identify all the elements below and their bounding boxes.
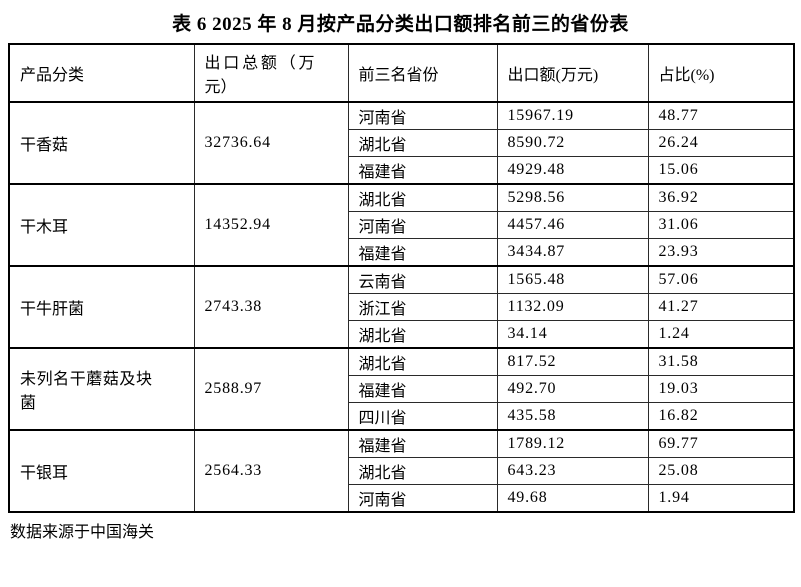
export-value-cell: 1132.09 <box>496 293 649 321</box>
province-cell: 湖北省 <box>347 320 498 349</box>
province-cell: 四川省 <box>347 402 498 431</box>
category-cell: 干银耳 <box>8 429 195 513</box>
table-row: 河南省 49.68 1.94 <box>9 484 795 513</box>
export-value-cell: 643.23 <box>496 457 649 485</box>
table-row: 湖北省 8590.72 26.24 <box>9 129 795 157</box>
province-cell: 河南省 <box>347 101 498 130</box>
category-cell-label: 干香菇 <box>20 137 69 154</box>
total-export-cell: 32736.64 <box>193 101 349 185</box>
header-total-export: 出口总额（万元） <box>193 43 349 103</box>
export-value-cell: 5298.56 <box>496 183 649 212</box>
table-row: 湖北省 643.23 25.08 <box>9 457 795 485</box>
province-cell: 河南省 <box>347 211 498 239</box>
province-cell: 福建省 <box>347 238 498 267</box>
province-cell: 福建省 <box>347 429 498 458</box>
table-row: 河南省 4457.46 31.06 <box>9 211 795 239</box>
table-title: 表 6 2025 年 8 月按产品分类出口额排名前三的省份表 <box>172 14 629 35</box>
province-cell: 湖北省 <box>347 129 498 157</box>
export-value-cell: 435.58 <box>496 402 649 431</box>
province-cell: 浙江省 <box>347 293 498 321</box>
category-cell: 未列名干蘑菇及块菌 <box>8 347 195 431</box>
category-cell: 干牛肝菌 <box>8 265 195 349</box>
table-row: 湖北省 34.14 1.24 <box>9 320 795 349</box>
export-value-cell: 8590.72 <box>496 129 649 157</box>
category-cell: 干木耳 <box>8 183 195 267</box>
share-cell: 31.58 <box>647 347 795 376</box>
export-value-cell: 4929.48 <box>496 156 649 185</box>
category-cell-label: 干银耳 <box>20 465 69 482</box>
header-product-category: 产品分类 <box>8 43 195 103</box>
share-cell: 48.77 <box>647 101 795 130</box>
share-cell: 15.06 <box>647 156 795 185</box>
table-row: 干牛肝菌 2743.38 云南省 1565.48 57.06 <box>8 265 795 349</box>
province-cell: 湖北省 <box>347 183 498 212</box>
table-row: 四川省 435.58 16.82 <box>9 402 795 431</box>
province-cell: 福建省 <box>347 156 498 185</box>
table-body: 干香菇 32736.64 河南省 15967.19 48.77 湖北省 8590.72 26.… <box>8 101 795 513</box>
table-row: 福建省 3434.87 23.93 <box>9 238 795 267</box>
province-cell: 河南省 <box>347 484 498 513</box>
export-value-cell: 817.52 <box>496 347 649 376</box>
share-cell: 1.24 <box>647 320 795 349</box>
export-value-cell: 15967.19 <box>496 101 649 130</box>
export-value-cell: 1789.12 <box>496 429 649 458</box>
total-export-cell: 14352.94 <box>193 183 349 267</box>
share-cell: 25.08 <box>647 457 795 485</box>
export-value-cell: 1565.48 <box>496 265 649 294</box>
table-header: 产品分类 出口总额（万元） 前三名省份 出口额(万元) 占比(%) <box>8 43 795 103</box>
category-cell-label: 干牛肝菌 <box>20 301 85 318</box>
category-cell-label: 未列名干蘑菇及块菌 <box>20 371 152 412</box>
category-cell: 干香菇 <box>8 101 195 185</box>
table-row: 未列名干蘑菇及块菌 2588.97 湖北省 817.52 31.58 <box>8 347 795 431</box>
total-export-cell: 2743.38 <box>193 265 349 349</box>
export-value-cell: 492.70 <box>496 375 649 403</box>
share-cell: 57.06 <box>647 265 795 294</box>
table-row: 福建省 492.70 19.03 <box>9 375 795 403</box>
table-row: 福建省 4929.48 15.06 <box>9 156 795 185</box>
table-row: 干香菇 32736.64 河南省 15967.19 48.77 <box>8 101 795 185</box>
table-row: 干木耳 14352.94 湖北省 5298.56 36.92 <box>8 183 795 267</box>
province-cell: 云南省 <box>347 265 498 294</box>
header-top3-provinces: 前三名省份 <box>347 43 498 103</box>
share-cell: 23.93 <box>647 238 795 267</box>
total-export-cell: 2564.33 <box>193 429 349 513</box>
share-cell: 26.24 <box>647 129 795 157</box>
header-row: 产品分类 出口总额（万元） 前三名省份 出口额(万元) 占比(%) <box>8 43 795 103</box>
share-cell: 31.06 <box>647 211 795 239</box>
category-cell-label: 干木耳 <box>20 219 69 236</box>
share-cell: 16.82 <box>647 402 795 431</box>
data-source-note: 数据来源于中国海关 <box>10 524 155 541</box>
export-ranking-table: 产品分类 出口总额（万元） 前三名省份 出口额(万元) 占比(%) 干香菇 327… <box>8 43 795 513</box>
header-total-export-label: 出口总额（万元） <box>204 55 315 96</box>
header-share-percent: 占比(%) <box>647 43 795 103</box>
province-cell: 湖北省 <box>347 347 498 376</box>
share-cell: 69.77 <box>647 429 795 458</box>
share-cell: 41.27 <box>647 293 795 321</box>
table-row: 干银耳 2564.33 福建省 1789.12 69.77 <box>8 429 795 513</box>
share-cell: 1.94 <box>647 484 795 513</box>
export-value-cell: 4457.46 <box>496 211 649 239</box>
export-value-cell: 34.14 <box>496 320 649 349</box>
share-cell: 19.03 <box>647 375 795 403</box>
share-cell: 36.92 <box>647 183 795 212</box>
header-export-value: 出口额(万元) <box>496 43 649 103</box>
export-value-cell: 49.68 <box>496 484 649 513</box>
table-row: 浙江省 1132.09 41.27 <box>9 293 795 321</box>
province-cell: 湖北省 <box>347 457 498 485</box>
export-value-cell: 3434.87 <box>496 238 649 267</box>
province-cell: 福建省 <box>347 375 498 403</box>
total-export-cell: 2588.97 <box>193 347 349 431</box>
